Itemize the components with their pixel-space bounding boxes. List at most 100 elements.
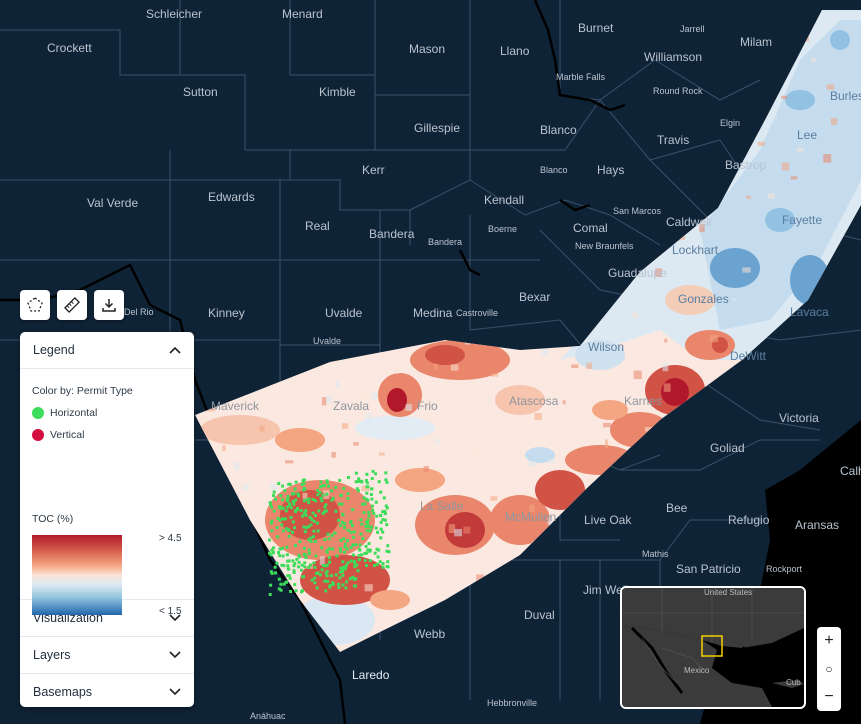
well-point[interactable] xyxy=(341,512,345,516)
well-point[interactable] xyxy=(319,485,323,489)
well-point[interactable] xyxy=(288,503,291,507)
well-point[interactable] xyxy=(337,586,341,589)
well-point[interactable] xyxy=(307,525,310,529)
well-point[interactable] xyxy=(307,497,311,501)
well-point[interactable] xyxy=(383,509,387,513)
well-point[interactable] xyxy=(299,509,303,513)
well-point[interactable] xyxy=(327,537,331,541)
well-point[interactable] xyxy=(386,560,390,564)
legend-item-vertical[interactable]: Vertical xyxy=(32,429,182,441)
well-point[interactable] xyxy=(273,565,277,569)
well-point[interactable] xyxy=(295,557,299,561)
well-point[interactable] xyxy=(346,528,350,532)
well-point[interactable] xyxy=(292,569,296,573)
well-point[interactable] xyxy=(328,585,332,589)
well-point[interactable] xyxy=(311,511,315,515)
well-point[interactable] xyxy=(370,497,374,501)
well-point[interactable] xyxy=(387,550,391,554)
well-point[interactable] xyxy=(384,478,388,482)
well-point[interactable] xyxy=(287,574,291,578)
well-point[interactable] xyxy=(303,553,307,557)
well-point[interactable] xyxy=(288,482,292,486)
well-point[interactable] xyxy=(316,571,320,575)
well-point[interactable] xyxy=(343,526,347,530)
well-point[interactable] xyxy=(366,548,370,552)
well-point[interactable] xyxy=(364,525,368,529)
well-point[interactable] xyxy=(354,543,358,547)
well-point[interactable] xyxy=(331,496,335,500)
well-point[interactable] xyxy=(379,520,383,524)
well-point[interactable] xyxy=(386,544,390,548)
well-point[interactable] xyxy=(308,516,312,519)
legend-item-horizontal[interactable]: Horizontal xyxy=(32,407,182,419)
well-point[interactable] xyxy=(351,543,355,547)
well-point[interactable] xyxy=(343,522,347,526)
well-point[interactable] xyxy=(310,578,314,582)
well-point[interactable] xyxy=(341,583,345,587)
well-point[interactable] xyxy=(351,575,355,579)
well-point[interactable] xyxy=(374,500,378,504)
well-point[interactable] xyxy=(275,561,279,565)
well-point[interactable] xyxy=(353,561,357,565)
well-point[interactable] xyxy=(316,529,320,533)
well-point[interactable] xyxy=(294,544,297,548)
well-point[interactable] xyxy=(296,507,300,510)
well-point[interactable] xyxy=(354,584,357,588)
well-point[interactable] xyxy=(270,505,274,509)
well-point[interactable] xyxy=(339,566,343,570)
well-point[interactable] xyxy=(281,517,285,521)
well-point[interactable] xyxy=(367,514,371,518)
well-point[interactable] xyxy=(356,569,360,573)
well-point[interactable] xyxy=(357,477,361,481)
well-point[interactable] xyxy=(352,530,356,534)
well-point[interactable] xyxy=(344,586,348,590)
well-point[interactable] xyxy=(282,564,286,568)
well-point[interactable] xyxy=(377,480,381,484)
well-point[interactable] xyxy=(287,482,291,486)
well-point[interactable] xyxy=(322,484,326,488)
well-point[interactable] xyxy=(315,586,319,590)
well-point[interactable] xyxy=(381,510,385,514)
well-point[interactable] xyxy=(355,487,359,491)
well-point[interactable] xyxy=(343,550,346,554)
well-point[interactable] xyxy=(338,549,342,553)
well-point[interactable] xyxy=(342,486,346,490)
well-point[interactable] xyxy=(325,570,329,574)
well-point[interactable] xyxy=(357,553,361,557)
well-point[interactable] xyxy=(333,531,337,535)
well-point[interactable] xyxy=(302,525,306,529)
well-point[interactable] xyxy=(278,518,282,522)
well-point[interactable] xyxy=(297,553,301,557)
well-point[interactable] xyxy=(320,568,324,572)
well-point[interactable] xyxy=(354,480,358,484)
well-point[interactable] xyxy=(313,576,317,580)
well-point[interactable] xyxy=(269,570,273,574)
well-point[interactable] xyxy=(277,482,281,485)
well-point[interactable] xyxy=(360,479,363,483)
well-point[interactable] xyxy=(302,546,306,550)
well-point[interactable] xyxy=(318,490,322,494)
well-point[interactable] xyxy=(286,495,290,498)
well-point[interactable] xyxy=(354,471,358,475)
well-point[interactable] xyxy=(357,480,361,483)
well-point[interactable] xyxy=(326,579,330,583)
reset-view-button[interactable]: ○ xyxy=(825,662,833,676)
well-point[interactable] xyxy=(379,527,383,531)
well-point[interactable] xyxy=(270,548,274,552)
well-point[interactable] xyxy=(270,571,274,575)
well-point[interactable] xyxy=(345,580,349,584)
well-point[interactable] xyxy=(382,496,386,500)
well-point[interactable] xyxy=(384,504,388,508)
well-point[interactable] xyxy=(302,575,306,579)
well-point[interactable] xyxy=(307,552,311,555)
well-point[interactable] xyxy=(349,559,353,563)
well-point[interactable] xyxy=(276,535,280,539)
well-point[interactable] xyxy=(330,547,334,551)
well-point[interactable] xyxy=(359,532,363,536)
well-point[interactable] xyxy=(360,553,364,557)
well-point[interactable] xyxy=(313,499,317,503)
well-point[interactable] xyxy=(312,561,316,565)
well-point[interactable] xyxy=(364,479,368,482)
well-point[interactable] xyxy=(341,560,345,564)
draw-polygon-button[interactable] xyxy=(20,290,50,320)
